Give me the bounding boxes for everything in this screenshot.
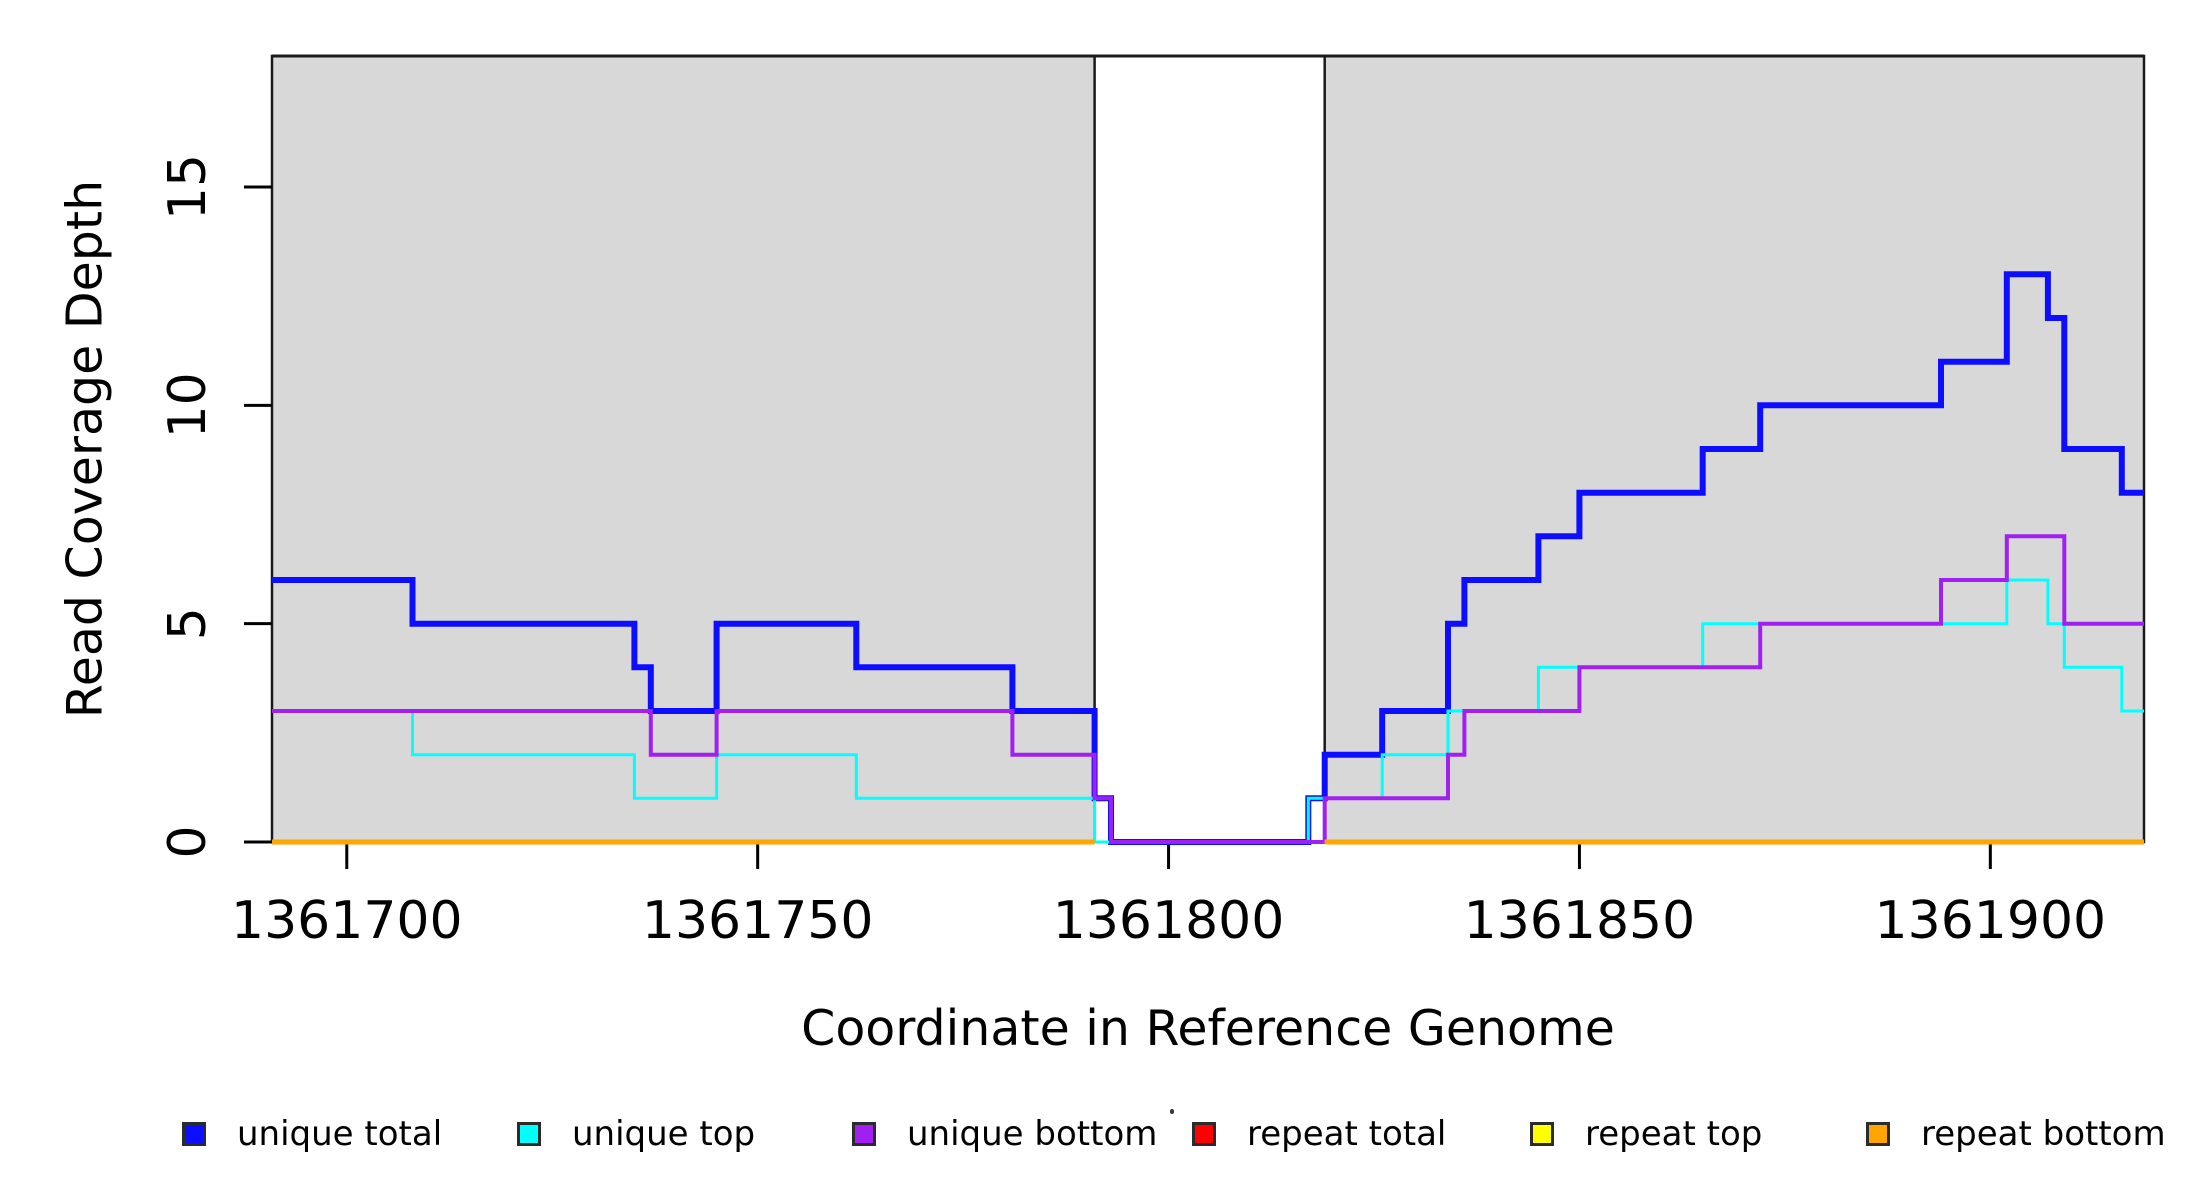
- x-tick-label: 1361900: [1875, 891, 2107, 951]
- legend-item-repeat-top: repeat top: [1530, 1112, 1762, 1156]
- legend-swatch-unique-total: [182, 1122, 206, 1146]
- x-tick-label: 1361700: [231, 891, 463, 951]
- legend-item-unique-total: unique total: [182, 1112, 442, 1156]
- shaded-region-left: [270, 54, 1096, 844]
- legend-label: repeat total: [1247, 1114, 1447, 1154]
- series-line-unique-bottom: [272, 534, 2144, 844]
- legend-item-repeat-total: repeat total: [1192, 1112, 1446, 1156]
- y-tick-label: 15: [158, 154, 218, 220]
- y-axis-title: Read Coverage Depth: [56, 179, 114, 719]
- legend-label: unique top: [572, 1114, 756, 1154]
- series-line-unique-top: [272, 578, 2144, 844]
- legend-label: repeat bottom: [1921, 1114, 2166, 1154]
- y-tick-label: 10: [158, 372, 218, 438]
- legend-swatch-unique-top: [517, 1122, 541, 1146]
- legend-label: unique bottom: [907, 1114, 1158, 1154]
- y-tick-label: 0: [158, 825, 218, 858]
- legend-swatch-repeat-top: [1530, 1122, 1554, 1146]
- stray-mark-dot: [1170, 1109, 1174, 1114]
- legend-swatch-unique-bottom: [852, 1122, 876, 1146]
- legend-item-repeat-bottom: repeat bottom: [1866, 1112, 2166, 1156]
- legend-label: repeat top: [1585, 1114, 1763, 1154]
- x-tick-label: 1361850: [1464, 891, 1696, 951]
- legend-label: unique total: [237, 1114, 443, 1154]
- legend-swatch-repeat-total: [1192, 1122, 1216, 1146]
- legend-item-unique-top: unique top: [517, 1112, 755, 1156]
- x-axis-title: Coordinate in Reference Genome: [801, 1000, 1615, 1057]
- series-line-unique-total: [272, 271, 2144, 845]
- y-tick-label: 5: [158, 607, 218, 640]
- legend-item-unique-bottom: unique bottom: [852, 1112, 1157, 1156]
- legend-swatch-repeat-bottom: [1866, 1122, 1890, 1146]
- x-tick-label: 1361750: [642, 891, 874, 951]
- x-tick-label: 1361800: [1053, 891, 1285, 951]
